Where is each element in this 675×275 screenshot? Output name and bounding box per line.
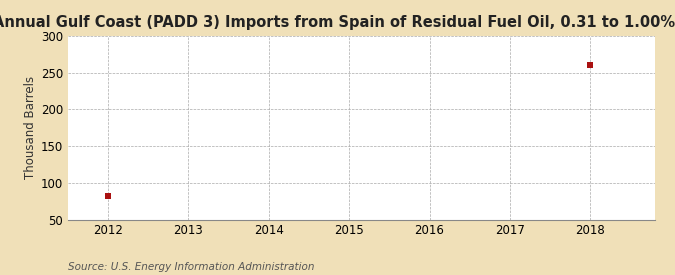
Point xyxy=(103,194,113,199)
Y-axis label: Thousand Barrels: Thousand Barrels xyxy=(24,76,37,180)
Title: Annual Gulf Coast (PADD 3) Imports from Spain of Residual Fuel Oil, 0.31 to 1.00: Annual Gulf Coast (PADD 3) Imports from … xyxy=(0,15,675,31)
Point xyxy=(585,63,596,67)
Text: Source: U.S. Energy Information Administration: Source: U.S. Energy Information Administ… xyxy=(68,262,314,272)
